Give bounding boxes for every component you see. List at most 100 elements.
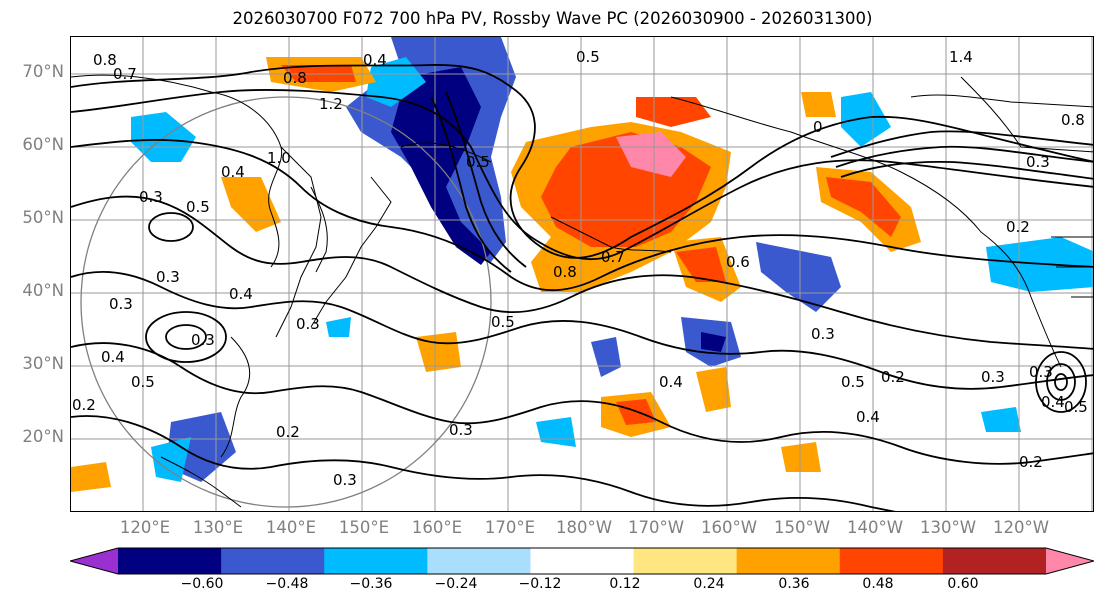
negative-anomaly-patch: [591, 337, 621, 377]
positive-anomaly-patch: [801, 92, 836, 117]
contour-label: 0.7: [113, 65, 137, 83]
colorbar-extend-low: [70, 548, 118, 574]
reference-circle: [80, 96, 492, 508]
contour-label: 1.0: [267, 149, 291, 167]
contour-label: 0.3: [449, 421, 473, 439]
contour-label: 0.3: [156, 268, 180, 286]
graticule: [71, 37, 1093, 511]
lon-label: 120°E: [119, 518, 171, 537]
colorbar: [70, 547, 1094, 575]
colorbar-segment: [839, 548, 944, 574]
colorbar-segment: [324, 548, 428, 574]
colorbar-segment: [942, 548, 1047, 574]
colorbar-tick-label: 0.12: [609, 576, 641, 592]
negative-anomaly-patch: [151, 437, 191, 482]
contour-label: 0.8: [93, 51, 117, 69]
positive-anomaly-patch: [696, 367, 731, 412]
contour-label: 0.2: [881, 368, 905, 386]
contour-label: 0.4: [229, 285, 253, 303]
contour-label: 0.7: [601, 248, 625, 266]
lon-label: 140°E: [265, 518, 317, 537]
lat-label: 30°N: [22, 354, 64, 373]
lon-label: 130°E: [192, 518, 244, 537]
lon-label: 150°W: [773, 518, 831, 537]
lat-label: 20°N: [22, 427, 64, 446]
contour-label: 1.2: [319, 95, 343, 113]
contour-label: 0: [813, 118, 823, 136]
contour-label: 0.4: [1041, 393, 1065, 411]
lon-label: 130°W: [919, 518, 977, 537]
positive-anomaly-patch: [221, 177, 281, 232]
contour-label-group: 0.8 0.7 0.4 0.5 0.8 1.2 1.0 0.4 0.5 0.3 …: [72, 48, 1088, 489]
contour-label: 0.3: [109, 295, 133, 313]
contour-label: 0.5: [186, 198, 210, 216]
lon-label: 150°E: [338, 518, 390, 537]
contour-label: 0.8: [553, 263, 577, 281]
contour-label: 0.4: [659, 373, 683, 391]
contour-label: 0.4: [856, 408, 880, 426]
lat-label: 50°N: [22, 208, 64, 227]
colorbar-tick-label: 0.36: [778, 576, 810, 592]
contour-label: 0.2: [1019, 453, 1043, 471]
negative-anomaly-patch: [536, 417, 576, 447]
colorbar-tick-label: −0.36: [349, 576, 393, 592]
negative-anomaly-patch: [366, 57, 426, 107]
lon-label: 180°W: [555, 518, 613, 537]
contour-label: 0.3: [1026, 153, 1050, 171]
positive-anomaly-patch: [71, 462, 111, 492]
negative-anomaly-patch: [326, 317, 351, 337]
contour-label: 0.3: [191, 331, 215, 349]
contour-label: 0.2: [1006, 218, 1030, 236]
positive-anomaly-patch: [636, 97, 711, 127]
colorbar-segment: [530, 548, 635, 574]
negative-anomaly-patch: [841, 92, 891, 147]
anomaly-shading: [71, 37, 1093, 492]
contour-label: 0.2: [72, 396, 96, 414]
contour-label: 0.5: [131, 373, 155, 391]
lon-label: 160°W: [700, 518, 758, 537]
colorbar-tick-label: −0.24: [434, 576, 478, 592]
contour-label: 0.4: [101, 348, 125, 366]
contour-label: 0.3: [296, 315, 320, 333]
colorbar-tick-label: −0.48: [265, 576, 309, 592]
lat-label: 70°N: [22, 62, 64, 81]
colorbar-segments: [70, 548, 1094, 574]
lat-label: 60°N: [22, 135, 64, 154]
lon-label: 170°W: [627, 518, 685, 537]
colorbar-segment: [736, 548, 841, 574]
contour-label: 1.4: [949, 48, 973, 66]
colorbar-tick-label: −0.60: [180, 576, 224, 592]
positive-anomaly-patch: [676, 247, 726, 282]
contour-label: 0.4: [221, 163, 245, 181]
negative-anomaly-patch: [756, 242, 841, 312]
lon-label: 170°E: [484, 518, 536, 537]
lat-label: 40°N: [22, 281, 64, 300]
negative-anomaly-patch: [981, 407, 1021, 432]
lon-label: 160°E: [411, 518, 463, 537]
pv-contours: [71, 64, 1093, 511]
positive-anomaly-patch: [781, 442, 821, 472]
colorbar-tick-label: 0.60: [947, 576, 979, 592]
contour-label: 0.3: [139, 188, 163, 206]
contour-label: 0.3: [333, 471, 357, 489]
positive-anomaly-patch: [826, 177, 901, 237]
contour-label: 0.5: [1064, 398, 1088, 416]
contour-label: 0.2: [276, 423, 300, 441]
colorbar-tick-label: 0.24: [693, 576, 725, 592]
lon-label: 120°W: [992, 518, 1050, 537]
contour-label: 0.5: [466, 153, 490, 171]
contour-label: 0.3: [1029, 363, 1053, 381]
contour-label: 0.4: [363, 51, 387, 69]
contour-label: 0.3: [811, 325, 835, 343]
lon-label: 140°W: [846, 518, 904, 537]
colorbar-outline: [70, 547, 1094, 575]
colorbar-extend-high: [1046, 548, 1094, 574]
contour-label: 0.5: [841, 373, 865, 391]
contour-label: 0.6: [726, 253, 750, 271]
colorbar-tick-label: −0.12: [518, 576, 562, 592]
contour-label: 0.8: [283, 69, 307, 87]
coastlines: [71, 74, 1093, 508]
colorbar-segment: [221, 548, 325, 574]
colorbar-segment: [633, 548, 738, 574]
map-panel: 0.8 0.7 0.4 0.5 0.8 1.2 1.0 0.4 0.5 0.3 …: [70, 36, 1094, 512]
